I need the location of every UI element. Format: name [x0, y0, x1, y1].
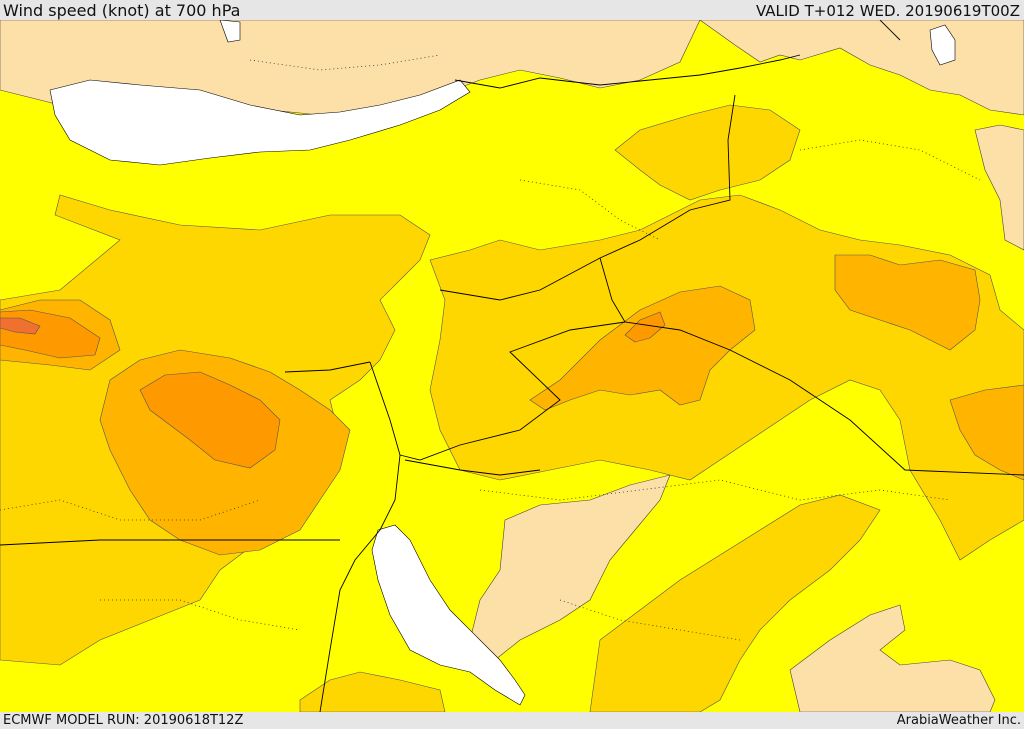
wind-band-fresh-center [529, 285, 756, 411]
wind-band-calm-southeast [789, 604, 996, 712]
wind-band-fresh-east [949, 384, 1024, 481]
valid-time: VALID T+012 WED. 20190619T00Z [755, 2, 1020, 20]
wind-speed-map[interactable] [0, 20, 1024, 712]
wind-band-strong-egypt [139, 371, 281, 469]
model-run: ECMWF MODEL RUN: 20190618T12Z [3, 713, 244, 728]
map-title: Wind speed (knot) at 700 hPa [3, 1, 241, 20]
wind-band-very-strong [0, 317, 41, 335]
wind-band-moderate-north [614, 104, 801, 201]
caspian-lake-west [219, 20, 241, 43]
red-sea [371, 524, 526, 706]
wind-band-calm-east [974, 124, 1024, 251]
wind-band-strong-center [624, 311, 666, 343]
country-borders [0, 20, 1024, 712]
wind-band-moderate-sw [299, 671, 446, 712]
wind-band-fresh-iraq [834, 254, 981, 351]
caspian-lake [929, 24, 956, 66]
map-footer: ECMWF MODEL RUN: 20190618T12Z ArabiaWeat… [0, 712, 1024, 729]
map-header: Wind speed (knot) at 700 hPa VALID T+012… [0, 0, 1024, 20]
province-boundaries [0, 54, 981, 641]
mediterranean-sea [49, 79, 471, 166]
wind-band-calm-south [469, 474, 671, 661]
credit-text: ArabiaWeather Inc. [896, 713, 1021, 728]
wind-band-moderate-south [589, 494, 881, 712]
